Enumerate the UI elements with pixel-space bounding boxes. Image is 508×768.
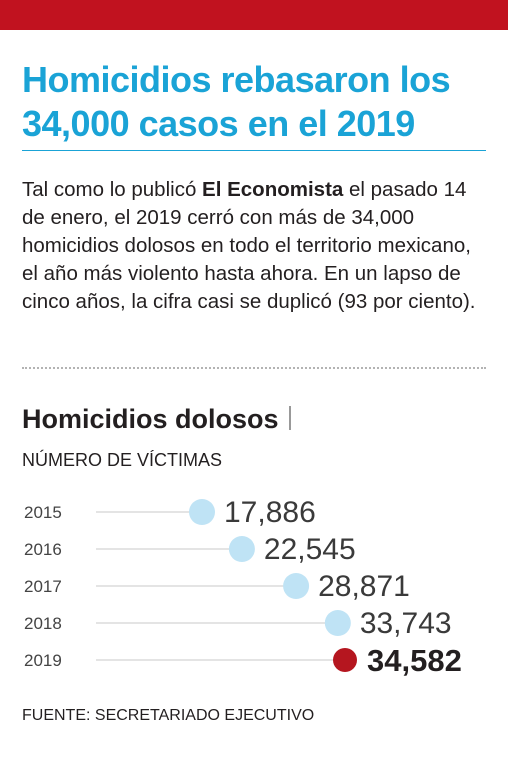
year-label: 2018 (24, 614, 62, 633)
value-label: 34,582 (367, 643, 462, 678)
chart-title-bar (288, 406, 291, 430)
body-text-before: Tal como lo publicó (22, 178, 203, 201)
year-label: 2017 (24, 577, 62, 596)
chart-title-text: Homicidios dolosos (22, 404, 279, 434)
value-label: 17,886 (224, 496, 316, 529)
year-label: 2016 (24, 540, 62, 559)
dot-chart: 2015 17,886 2016 22,545 2017 28,871 2018 33,743… (24, 496, 462, 678)
data-point (189, 499, 215, 525)
chart-title: Homicidios dolosos (22, 402, 291, 436)
headline-divider (22, 150, 486, 151)
body-paragraph: Tal como lo publicó El Economista el pas… (22, 176, 492, 316)
section-divider (22, 367, 486, 369)
year-label: 2015 (24, 503, 62, 522)
source-note: FUENTE: SECRETARIADO EJECUTIVO (22, 707, 315, 724)
data-point (228, 536, 255, 562)
value-label: 33,743 (360, 607, 452, 640)
value-label: 28,871 (318, 570, 410, 603)
data-point (324, 610, 351, 636)
headline: Homicidios rebasaron los 34,000 casos en… (22, 59, 451, 144)
value-label: 22,545 (264, 533, 356, 566)
body-text-after: el pasado 14 de enero, el 2019 cerró con… (22, 178, 476, 313)
data-point (283, 573, 310, 599)
chart-subtitle: NÚMERO DE VÍCTIMAS (22, 450, 223, 470)
data-point (333, 648, 357, 672)
body-text-publication: El Economista (202, 178, 344, 201)
year-label: 2019 (24, 651, 62, 670)
top-accent-bar (0, 0, 508, 30)
